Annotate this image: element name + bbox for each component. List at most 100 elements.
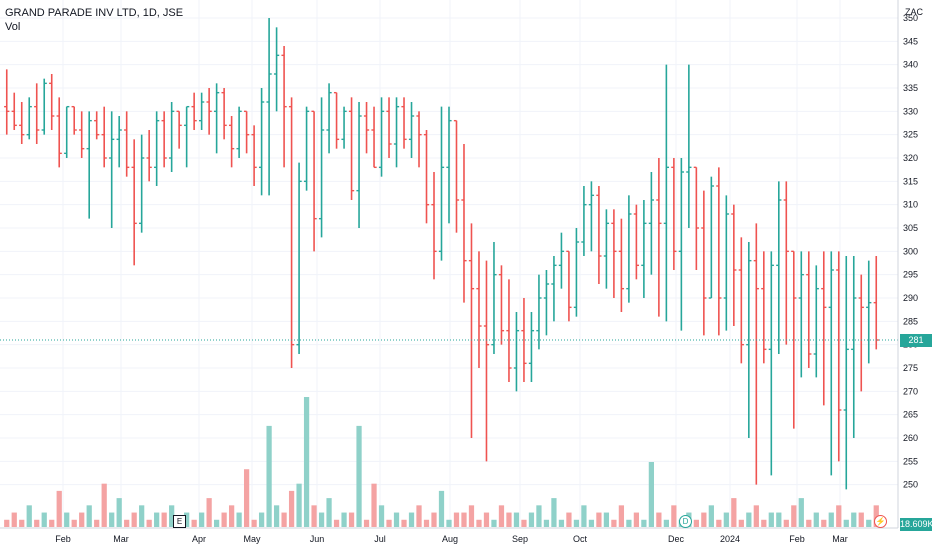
volume-series	[4, 397, 879, 527]
volume-bar	[738, 519, 744, 527]
volume-bar	[124, 519, 130, 527]
volume-bar	[326, 498, 332, 527]
volume-bar	[348, 512, 355, 527]
time-tick-label: Apr	[192, 534, 206, 544]
volume-bar	[663, 519, 669, 527]
volume-bar	[498, 505, 505, 527]
price-axis[interactable]: 350 345 340 335 330 325 320 315 310 305 300 295 290 2…	[903, 13, 918, 490]
volume-bar	[288, 490, 295, 527]
volume-bar	[791, 505, 797, 527]
price-tick-label: 320	[903, 153, 918, 163]
price-tick-label: 335	[903, 83, 918, 93]
earnings-icon[interactable]: E	[173, 515, 186, 528]
price-tick-label: 290	[903, 293, 918, 303]
volume-bar	[56, 490, 62, 527]
volume-bar	[109, 512, 115, 527]
volume-bar	[161, 512, 167, 527]
volume-bar	[318, 512, 325, 527]
volume-bar	[491, 519, 497, 527]
last-price-tag: 281	[900, 333, 932, 347]
price-series	[4, 18, 879, 490]
time-tick-label: Aug	[442, 534, 458, 544]
volume-bar	[19, 519, 25, 527]
volume-bar	[236, 512, 242, 527]
volume-bar	[393, 512, 400, 527]
chart-legend: GRAND PARADE INV LTD, 1D, JSE Vol	[5, 6, 183, 34]
volume-bar	[154, 512, 160, 527]
volume-bar	[101, 483, 107, 527]
price-tick-label: 325	[903, 130, 918, 140]
volume-bar	[64, 512, 70, 527]
volume-bar	[4, 519, 10, 527]
symbol-title[interactable]: GRAND PARADE INV LTD, 1D, JSE	[5, 7, 184, 19]
volume-bar	[753, 505, 759, 527]
volume-bar	[386, 519, 392, 527]
volume-bar	[34, 519, 40, 527]
price-tick-label: 310	[903, 200, 918, 210]
time-tick-label: Mar	[832, 534, 848, 544]
volume-bar	[656, 512, 662, 527]
price-tick-label: 265	[903, 410, 918, 420]
price-tick-label: 345	[903, 36, 918, 46]
volume-bar	[573, 519, 580, 527]
time-tick-label: 2024	[720, 534, 740, 544]
currency-label[interactable]: ZAC	[905, 7, 923, 17]
volume-bar	[266, 425, 272, 527]
volume-bar	[431, 512, 437, 527]
price-tick-label: 250	[903, 480, 918, 490]
volume-bar	[798, 498, 804, 527]
volume-bar	[71, 519, 77, 527]
volume-bar	[551, 498, 557, 527]
volume-bar	[776, 512, 782, 527]
price-tick-label: 330	[903, 106, 918, 116]
volume-bar	[191, 519, 197, 527]
volume-bar	[333, 519, 340, 527]
volume-bar	[476, 519, 482, 527]
volume-bar	[641, 519, 647, 527]
volume-bar	[438, 490, 445, 527]
dividend-icon[interactable]: D	[679, 515, 692, 528]
price-tick-label: 270	[903, 386, 918, 396]
price-tick-label: 300	[903, 246, 918, 256]
volume-bar	[281, 512, 287, 527]
time-tick-label: Mar	[113, 534, 129, 544]
volume-label[interactable]: Vol	[5, 21, 21, 33]
volume-bar	[258, 512, 265, 527]
volume-bar	[206, 498, 212, 527]
volume-bar	[558, 519, 565, 527]
time-tick-label: Sep	[512, 534, 528, 544]
price-tick-label: 275	[903, 363, 918, 373]
volume-bar	[506, 512, 512, 527]
volume-bar	[303, 397, 310, 527]
volume-bar	[813, 512, 819, 527]
volume-bar	[633, 512, 640, 527]
price-tick-label: 285	[903, 316, 918, 326]
price-tick-label: 295	[903, 270, 918, 280]
volume-bar	[79, 512, 85, 527]
volume-bar	[806, 519, 812, 527]
volume-bar	[783, 519, 789, 527]
volume-bar	[626, 519, 632, 527]
volume-bar	[416, 505, 422, 527]
time-tick-label: Oct	[573, 534, 588, 544]
split-icon[interactable]: ⚡	[874, 515, 887, 528]
volume-bar	[273, 505, 280, 527]
volume-bar	[94, 519, 100, 527]
time-axis[interactable]: Feb Mar Apr May Jun Jul Aug Sep Oct Dec 2024 Feb Mar	[55, 534, 848, 544]
price-tick-label: 260	[903, 433, 918, 443]
volume-bar	[408, 512, 415, 527]
volume-bar	[521, 519, 527, 527]
volume-bar	[356, 425, 362, 527]
volume-bar	[341, 512, 347, 527]
volume-bar	[221, 512, 227, 527]
volume-bar	[828, 512, 834, 527]
volume-bar	[169, 505, 175, 527]
volume-bar	[693, 519, 699, 527]
volume-bar	[214, 519, 220, 527]
time-tick-label: Jul	[374, 534, 386, 544]
volume-bar	[251, 519, 257, 527]
time-tick-label: Feb	[789, 534, 805, 544]
volume-bar	[378, 505, 385, 527]
price-tick-label: 350	[903, 13, 918, 23]
